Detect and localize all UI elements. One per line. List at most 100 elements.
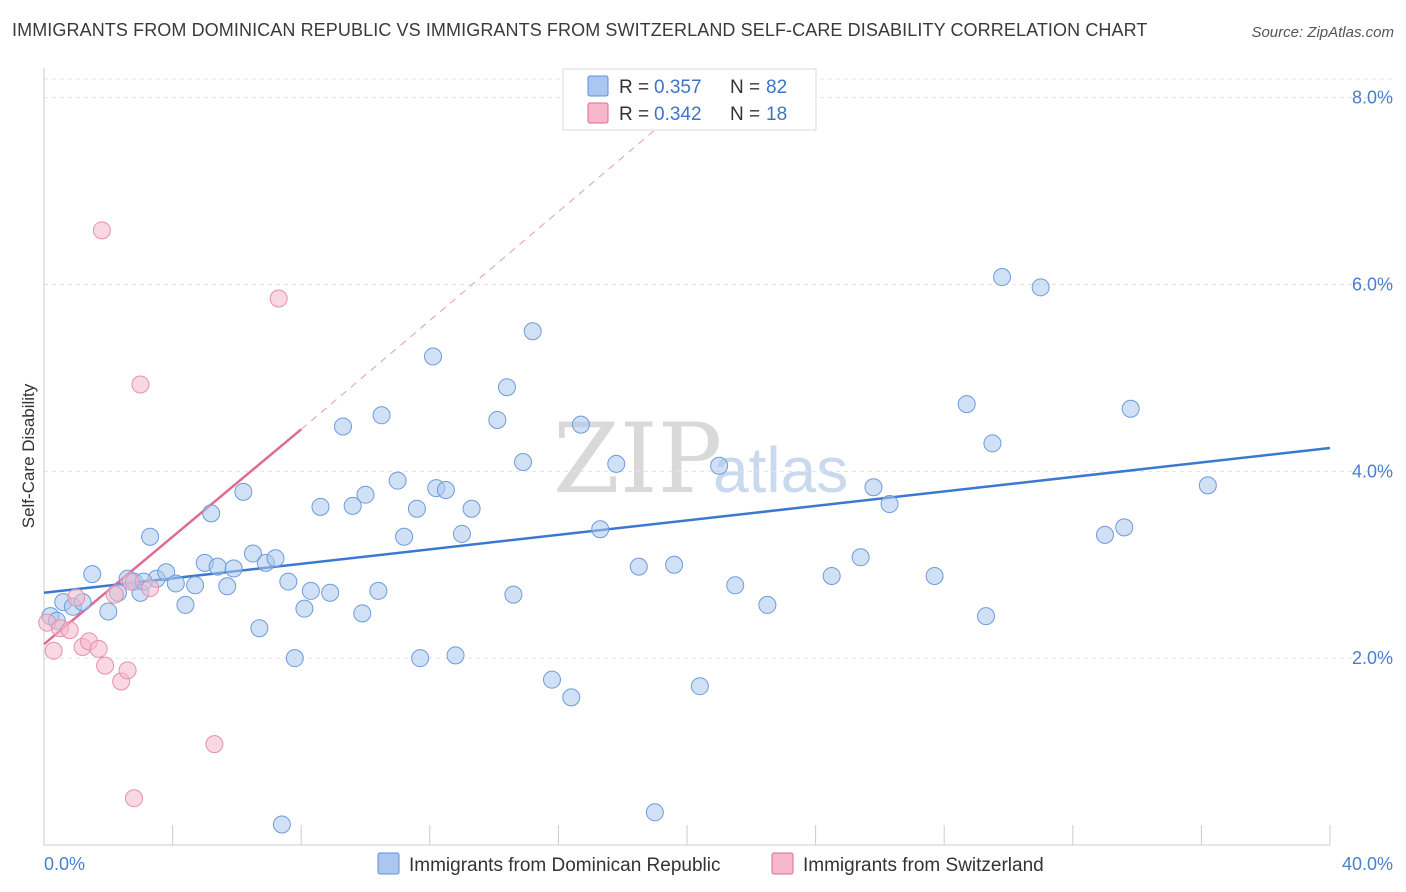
point-dominican-republic [208, 557, 227, 576]
point-dominican-republic [925, 566, 944, 585]
point-dominican-republic [436, 481, 455, 500]
point-dominican-republic [141, 527, 160, 546]
point-dominican-republic [726, 576, 745, 595]
point-dominican-republic [234, 482, 253, 501]
point-dominican-republic [851, 548, 870, 567]
point-dominican-republic [266, 549, 285, 568]
point-dominican-republic [279, 572, 298, 591]
data-points [38, 221, 1217, 834]
point-switzerland [92, 221, 111, 240]
point-switzerland [205, 735, 224, 754]
point-switzerland [96, 656, 115, 675]
trend-line-dominican-republic [43, 446, 1331, 595]
trend-line-switzerland [43, 428, 303, 646]
point-dominican-republic [822, 566, 841, 585]
point-dominican-republic [562, 688, 581, 707]
point-dominican-republic [665, 555, 684, 574]
point-dominican-republic [295, 599, 314, 618]
point-switzerland [60, 621, 79, 640]
legend-box: R = 0.357 N = 82 R = 0.342 N = 18 [562, 68, 817, 131]
y-tick-label: 8.0% [1352, 88, 1393, 108]
point-dominican-republic [993, 268, 1012, 287]
bottom-legend: Immigrants from Dominican Republic Immig… [377, 852, 1044, 876]
point-dominican-republic [83, 565, 102, 584]
point-dominican-republic [285, 649, 304, 668]
point-dominican-republic [99, 602, 118, 621]
point-dominican-republic [372, 406, 391, 425]
point-dominican-republic [607, 454, 626, 473]
y-tick-label: 6.0% [1352, 275, 1393, 295]
point-dominican-republic [343, 496, 362, 515]
point-dominican-republic [1031, 278, 1050, 297]
point-dominican-republic [957, 395, 976, 414]
point-dominican-republic [504, 585, 523, 604]
point-dominican-republic [542, 670, 561, 689]
point-dominican-republic [983, 434, 1002, 453]
point-dominican-republic [758, 595, 777, 614]
point-switzerland [44, 641, 63, 660]
legend-r-label-blue: R = [619, 77, 649, 98]
point-dominican-republic [301, 581, 320, 600]
legend-r-value-pink: 0.342 [654, 104, 702, 125]
point-dominican-republic [356, 485, 375, 504]
axes: 2.0% 4.0% 6.0% 8.0% [43, 68, 1393, 846]
point-dominican-republic [369, 581, 388, 600]
point-dominican-republic [243, 544, 262, 563]
point-dominican-republic [1121, 399, 1140, 418]
point-dominican-republic [591, 520, 610, 539]
legend-r-label-pink: R = [619, 104, 649, 125]
point-switzerland [141, 579, 160, 598]
point-dominican-republic [690, 677, 709, 696]
x-tick-label-max: 40.0% [1342, 854, 1393, 874]
legend-swatch-blue [587, 75, 609, 97]
chart-title: IMMIGRANTS FROM DOMINICAN REPUBLIC VS IM… [12, 20, 1148, 40]
trend-line-switzerland-extension [300, 115, 672, 430]
legend-n-label-pink: N = [730, 104, 760, 125]
point-dominican-republic [166, 574, 185, 593]
bottom-legend-label-blue: Immigrants from Dominican Republic [409, 855, 721, 876]
point-switzerland [121, 572, 140, 591]
source-credit: Source: ZipAtlas.com [1251, 24, 1394, 41]
point-dominican-republic [333, 417, 352, 436]
bottom-legend-swatch-pink [771, 852, 794, 875]
point-dominican-republic [218, 577, 237, 596]
point-dominican-republic [880, 495, 899, 514]
watermark-atlas: atlas [713, 434, 848, 506]
point-dominican-republic [272, 815, 291, 834]
legend-n-label-blue: N = [730, 77, 760, 98]
point-dominican-republic [710, 456, 729, 475]
point-dominican-republic [629, 557, 648, 576]
point-dominican-republic [321, 583, 340, 602]
point-switzerland [118, 661, 137, 680]
point-switzerland [89, 639, 108, 658]
point-dominican-republic [311, 497, 330, 516]
point-dominican-republic [202, 504, 221, 523]
point-dominican-republic [411, 649, 430, 668]
point-switzerland [105, 585, 124, 604]
point-switzerland [125, 789, 144, 808]
y-tick-label: 4.0% [1352, 461, 1393, 481]
point-dominican-republic [864, 478, 883, 497]
point-dominican-republic [395, 527, 414, 546]
point-dominican-republic [446, 646, 465, 665]
point-dominican-republic [176, 595, 195, 614]
point-dominican-republic [497, 378, 516, 397]
bottom-legend-label-pink: Immigrants from Switzerland [803, 855, 1044, 876]
legend-n-value-pink: 18 [766, 104, 787, 125]
gridlines [44, 78, 1393, 659]
legend-n-value-blue: 82 [766, 77, 787, 98]
point-dominican-republic [407, 499, 426, 518]
point-dominican-republic [976, 607, 995, 626]
point-dominican-republic [388, 471, 407, 490]
point-dominican-republic [523, 322, 542, 341]
point-dominican-republic [1095, 525, 1114, 544]
point-dominican-republic [424, 347, 443, 366]
x-tick-label-min: 0.0% [44, 854, 85, 874]
bottom-legend-swatch-blue [377, 852, 400, 875]
point-dominican-republic [353, 604, 372, 623]
point-dominican-republic [452, 524, 471, 543]
legend-r-value-blue: 0.357 [654, 77, 702, 98]
point-dominican-republic [250, 619, 269, 638]
point-dominican-republic [514, 453, 533, 471]
